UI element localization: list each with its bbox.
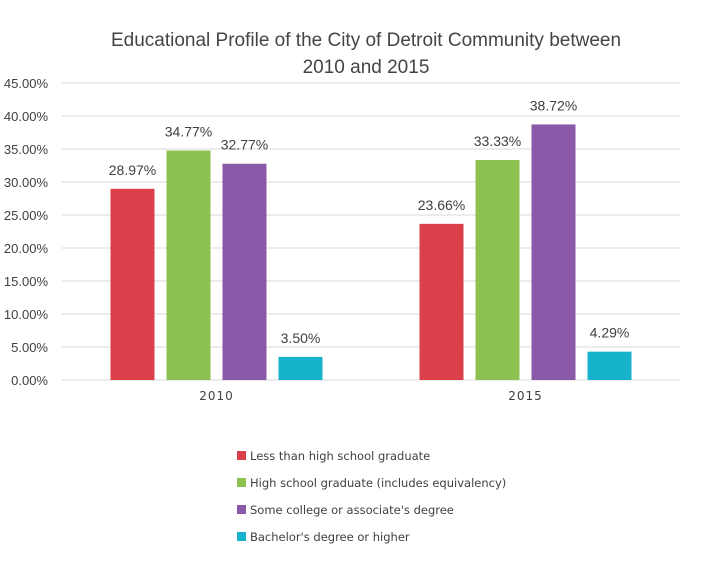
bar-2010-series-1 xyxy=(110,188,155,380)
data-label: 23.66% xyxy=(418,197,465,213)
gridlines xyxy=(62,82,680,381)
data-label: 32.77% xyxy=(221,137,268,153)
legend-swatch xyxy=(237,451,246,460)
data-label: 33.33% xyxy=(474,133,521,149)
bar-2010-series-4 xyxy=(278,356,323,380)
y-tick-label: 30.00% xyxy=(4,175,49,190)
data-label: 3.50% xyxy=(281,330,321,346)
data-labels: 28.97% 34.77% 32.77% 3.50% 23.66% 33.33% 38.72… xyxy=(109,97,630,345)
y-tick-label: 15.00% xyxy=(4,274,49,289)
legend: Less than high school graduate High schoo… xyxy=(237,449,506,544)
y-tick-label: 20.00% xyxy=(4,241,49,256)
legend-swatch xyxy=(237,505,246,514)
y-tick-label: 5.00% xyxy=(11,340,48,355)
chart-title-line-1: Educational Profile of the City of Detro… xyxy=(111,30,621,51)
data-label: 28.97% xyxy=(109,162,156,178)
data-label: 4.29% xyxy=(590,325,630,341)
legend-swatch xyxy=(237,478,246,487)
x-axis-ticks: 2010 2015 xyxy=(199,389,543,403)
legend-label: High school graduate (includes equivalen… xyxy=(250,476,506,490)
bar-2015-series-4 xyxy=(587,351,632,380)
x-tick-label: 2015 xyxy=(508,389,543,403)
y-tick-label: 10.00% xyxy=(4,307,49,322)
legend-label: Less than high school graduate xyxy=(250,449,430,463)
data-label: 34.77% xyxy=(165,124,212,140)
y-tick-label: 45.00% xyxy=(4,76,49,91)
y-tick-label: 40.00% xyxy=(4,109,49,124)
legend-swatch xyxy=(237,532,246,541)
y-tick-label: 25.00% xyxy=(4,208,49,223)
bars xyxy=(110,124,632,380)
legend-label: Some college or associate's degree xyxy=(250,503,454,517)
bar-2015-series-1 xyxy=(419,223,464,380)
bar-2015-series-3 xyxy=(531,124,576,380)
bar-2010-series-3 xyxy=(222,163,267,380)
data-label: 38.72% xyxy=(530,97,577,113)
bar-2015-series-2 xyxy=(475,160,520,380)
y-tick-label: 35.00% xyxy=(4,142,49,157)
legend-label: Bachelor's degree or higher xyxy=(250,530,410,544)
y-tick-label: 0.00% xyxy=(11,373,48,388)
x-tick-label: 2010 xyxy=(199,389,234,403)
bar-2010-series-2 xyxy=(166,150,211,380)
y-axis-ticks: 0.00% 5.00% 10.00% 15.00% 20.00% 25.00% 30.00%… xyxy=(4,76,49,388)
chart-title-line-2: 2010 and 2015 xyxy=(303,57,430,78)
